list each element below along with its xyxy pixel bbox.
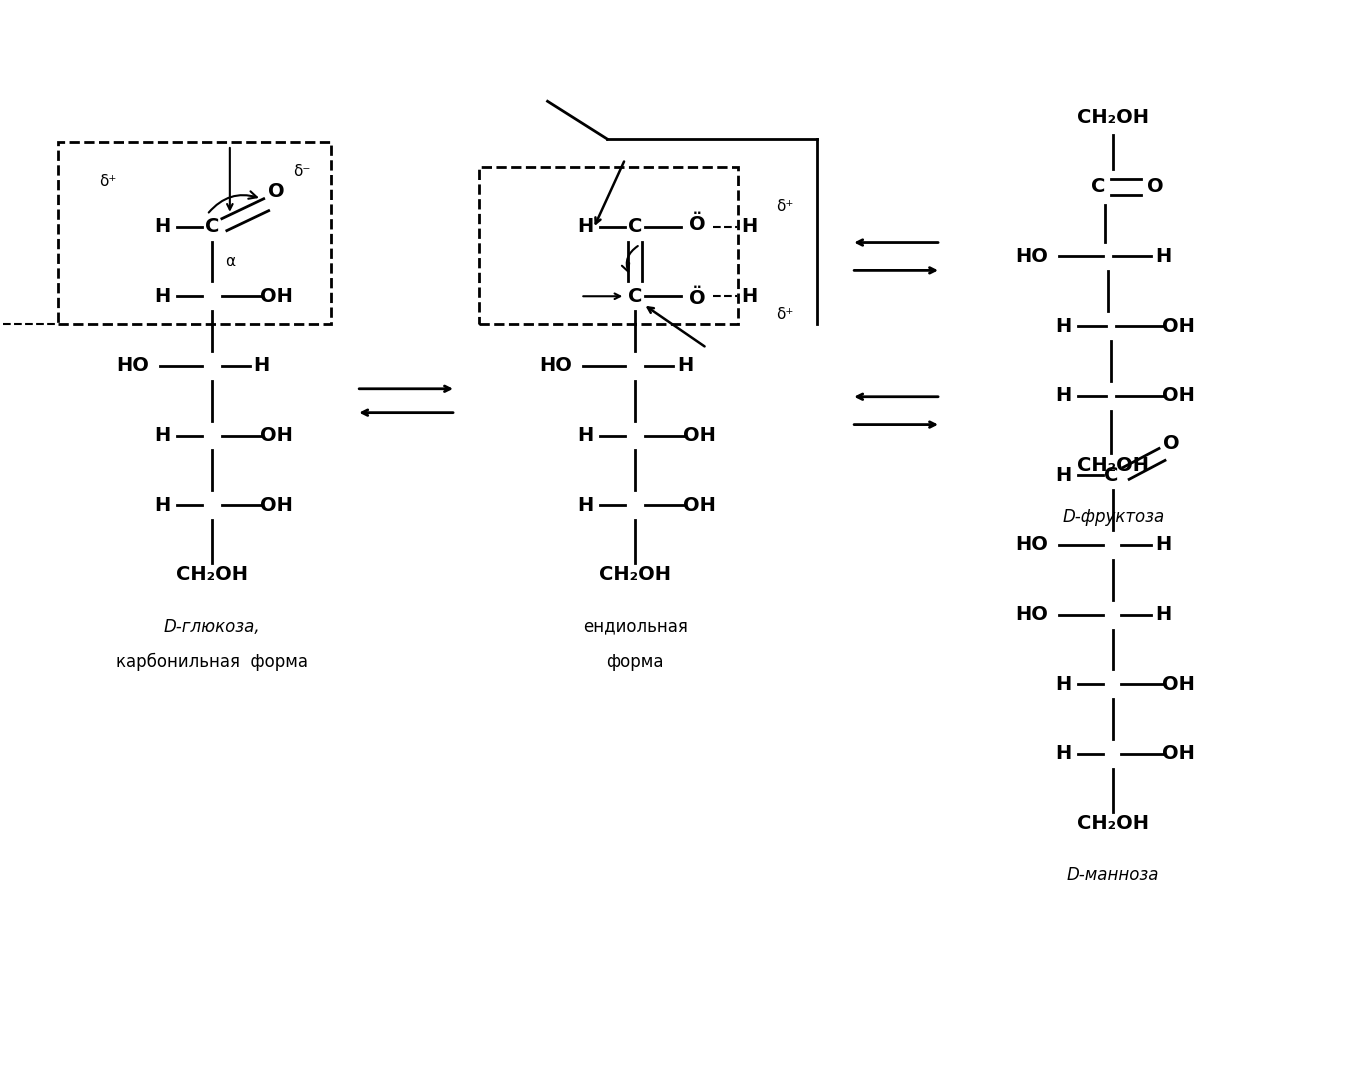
Text: δ⁺: δ⁺ <box>776 199 793 214</box>
Text: CH₂OH: CH₂OH <box>599 565 671 585</box>
Text: OH: OH <box>260 496 293 515</box>
Text: C: C <box>628 287 643 305</box>
Text: H: H <box>578 496 594 515</box>
Text: CH₂OH: CH₂OH <box>1077 108 1149 127</box>
Text: O: O <box>1147 177 1163 197</box>
Text: C: C <box>205 217 220 236</box>
Text: C: C <box>1092 177 1105 197</box>
Text: OH: OH <box>1162 386 1195 405</box>
Text: C: C <box>628 217 643 236</box>
Text: O: O <box>268 183 285 201</box>
Text: H: H <box>155 217 171 236</box>
Text: CH₂OH: CH₂OH <box>1077 814 1149 833</box>
Text: H: H <box>155 426 171 445</box>
Text: Ö: Ö <box>689 289 705 307</box>
FancyArrowPatch shape <box>209 191 256 213</box>
Text: H: H <box>742 287 758 305</box>
Text: HO: HO <box>1016 247 1048 266</box>
Text: H: H <box>1055 317 1071 335</box>
Text: CH₂OH: CH₂OH <box>176 565 248 585</box>
Text: карбонильная  форма: карбонильная форма <box>115 654 308 672</box>
Text: H: H <box>1055 386 1071 405</box>
Text: HO: HO <box>1016 535 1048 555</box>
Text: O: O <box>1162 434 1180 453</box>
Text: H: H <box>155 287 171 305</box>
Text: H: H <box>1155 535 1172 555</box>
Text: D-глюкоза,: D-глюкоза, <box>164 617 260 635</box>
Text: D-фруктоза: D-фруктоза <box>1062 508 1165 526</box>
Text: H: H <box>742 217 758 236</box>
Text: Ö: Ö <box>689 215 705 234</box>
FancyArrowPatch shape <box>622 246 637 272</box>
Text: HO: HO <box>1016 605 1048 625</box>
Text: C: C <box>1104 465 1119 485</box>
Text: δ⁺: δ⁺ <box>776 306 793 321</box>
Text: α: α <box>225 254 235 269</box>
Text: H: H <box>1155 605 1172 625</box>
Text: H: H <box>578 217 594 236</box>
Text: OH: OH <box>1162 744 1195 763</box>
Text: HO: HO <box>115 357 149 375</box>
Text: ендиольная: ендиольная <box>583 617 687 635</box>
Text: H: H <box>1055 744 1071 763</box>
Text: H: H <box>155 496 171 515</box>
Text: OH: OH <box>1162 317 1195 335</box>
Text: OH: OH <box>260 287 293 305</box>
Text: D-манноза: D-манноза <box>1067 866 1159 885</box>
Text: OH: OH <box>260 426 293 445</box>
Text: форма: форма <box>606 654 664 672</box>
Text: HO: HO <box>540 357 572 375</box>
Text: OH: OH <box>683 426 716 445</box>
Text: H: H <box>1055 465 1071 485</box>
Text: H: H <box>578 426 594 445</box>
Text: H: H <box>254 357 270 375</box>
Text: δ⁺: δ⁺ <box>99 174 117 189</box>
Text: OH: OH <box>683 496 716 515</box>
Text: δ⁻: δ⁻ <box>293 164 311 180</box>
Bar <box>57 142 331 324</box>
Text: H: H <box>677 357 693 375</box>
Text: OH: OH <box>1162 675 1195 693</box>
Bar <box>479 167 738 324</box>
Text: CH₂OH: CH₂OH <box>1077 456 1149 475</box>
Text: H: H <box>1055 675 1071 693</box>
Text: H: H <box>1155 247 1172 266</box>
